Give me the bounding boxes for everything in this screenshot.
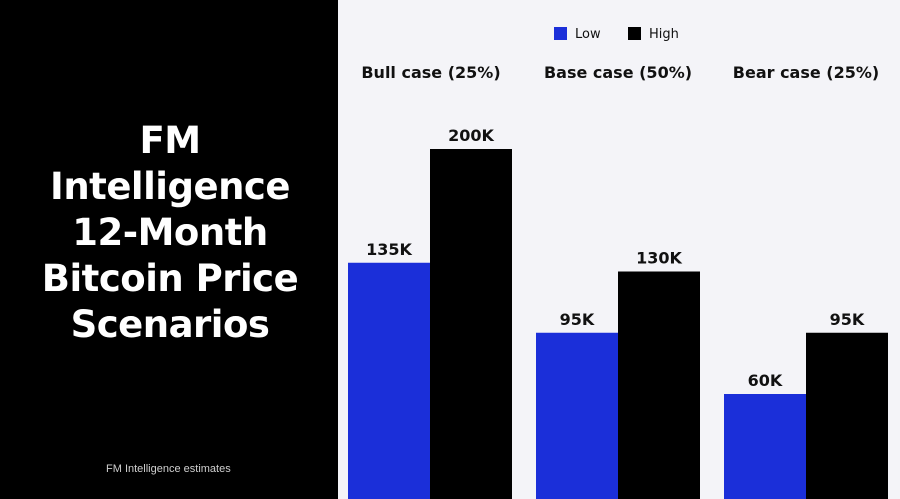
legend-swatch-low [554,27,567,40]
source-note: FM Intelligence estimates [106,463,231,475]
legend-swatch-high [628,27,641,40]
data-label: 60K [748,371,783,390]
category-label: Bear case (25%) [733,63,879,82]
chart-title: FM Intelligence 12-Month Bitcoin Price S… [41,119,299,346]
legend-label-high: High [649,27,679,42]
category-label: Base case (50%) [544,63,692,82]
bar-low [348,262,430,499]
legend-label-low: Low [575,27,601,42]
bar-chart: Low High Bull case (25%) Base case (50%) Bea… [348,27,888,499]
data-label: 95K [830,310,865,329]
chart-panel: Low High Bull case (25%) Base case (50%) Bea… [338,0,900,499]
data-label: 95K [560,310,595,329]
data-label: 135K [366,240,412,259]
category-label: Bull case (25%) [361,63,500,82]
bar-high [618,271,700,499]
data-label: 130K [636,249,682,268]
data-label: 200K [448,126,494,145]
bar-high [806,332,888,499]
bar-low [536,332,618,499]
title-panel: FM Intelligence 12-Month Bitcoin Price S… [0,0,338,499]
bar-high [430,149,512,499]
bar-low [724,394,806,499]
